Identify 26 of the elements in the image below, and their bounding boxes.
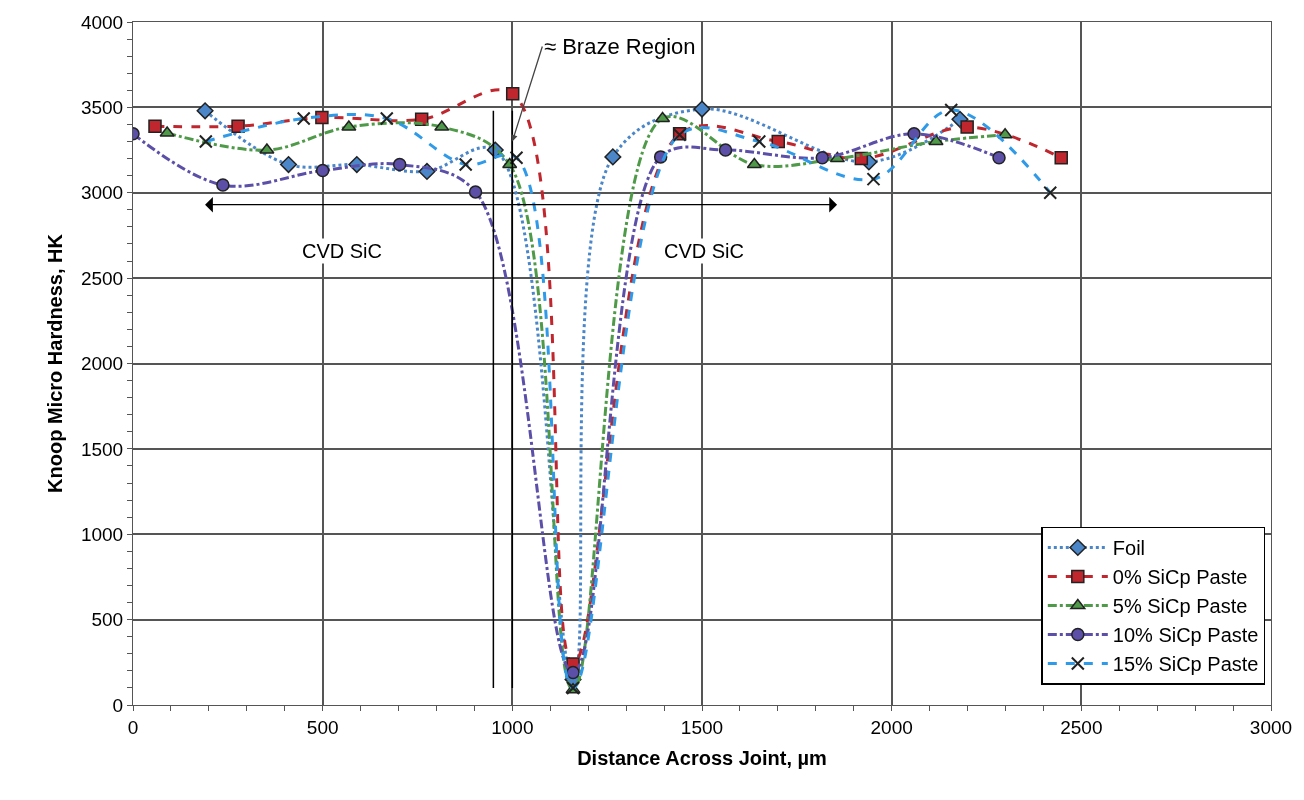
- legend-label: 0% SiCp Paste: [1112, 566, 1248, 589]
- legend-label: 5% SiCp Paste: [1112, 595, 1248, 618]
- x-tick-label: 2000: [870, 716, 913, 738]
- y-tick-label: 500: [91, 609, 124, 631]
- y-tick-label: 3500: [80, 97, 124, 119]
- x-tick-label: 2500: [1060, 716, 1103, 738]
- legend-label: 15% SiCp Paste: [1112, 653, 1259, 676]
- y-tick-label: 1500: [80, 438, 124, 460]
- x-tick-label: 500: [306, 716, 339, 738]
- y-tick-label: 1000: [80, 523, 124, 545]
- y-tick-label: 2000: [80, 353, 124, 375]
- legend-label: 10% SiCp Paste: [1112, 624, 1259, 647]
- y-tick-label: 0: [112, 694, 124, 716]
- y-tick-label: 3000: [80, 182, 124, 204]
- y-axis-title: Knoop Micro Hardness, HK: [44, 233, 67, 493]
- y-tick-label: 4000: [80, 11, 124, 33]
- x-tick-label: 3000: [1249, 716, 1293, 738]
- annotation: CVD SiC: [664, 240, 745, 262]
- x-tick-label: 1000: [491, 716, 534, 738]
- x-axis-title: Distance Across Joint, µm: [577, 747, 827, 770]
- x-tick-label: 0: [127, 716, 139, 738]
- annotation: CVD SiC: [302, 240, 383, 262]
- x-tick-label: 1500: [680, 716, 724, 738]
- legend-label: Foil: [1112, 537, 1146, 560]
- annotation: ≈ Braze Region: [544, 34, 696, 59]
- y-tick-label: 2500: [80, 267, 124, 289]
